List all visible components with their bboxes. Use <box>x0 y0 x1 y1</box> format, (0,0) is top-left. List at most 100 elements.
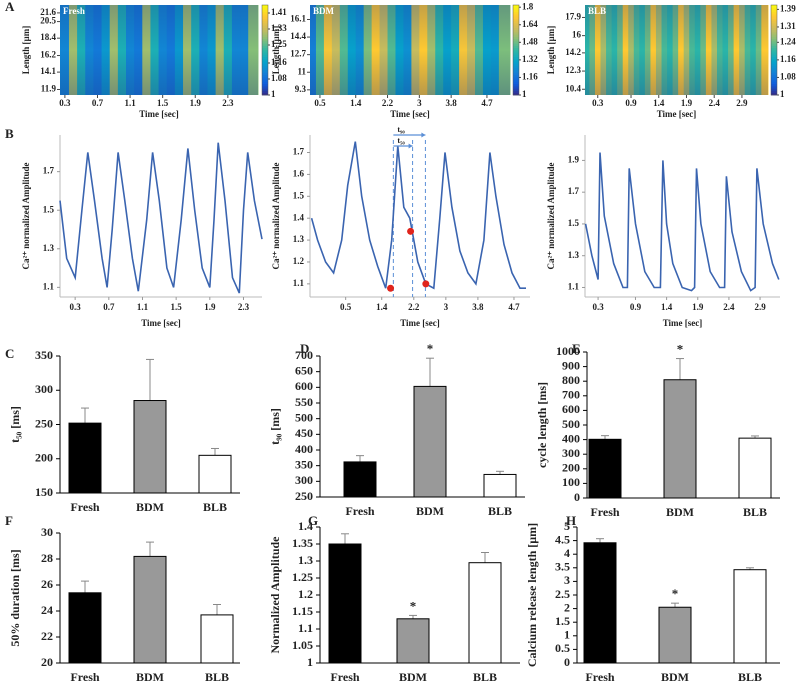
colorbar-cell <box>262 29 268 33</box>
colorbar-cell <box>513 36 519 40</box>
panel-letter: D <box>300 341 309 356</box>
x-tick-label: 0.3 <box>70 302 82 312</box>
colorbar-cell <box>262 92 268 96</box>
colorbar-cell <box>771 47 777 51</box>
colorbar-cell <box>513 20 519 24</box>
x-tick-label: 0.3 <box>59 98 71 108</box>
y-axis-title: 50% duration [ms] <box>8 549 22 646</box>
significance-mark: * <box>427 341 434 356</box>
bar <box>583 542 617 664</box>
x-tick-label: 1.5 <box>171 302 183 312</box>
colorbar-tick-label: 1.8 <box>522 1 534 11</box>
bar <box>133 400 167 494</box>
x-tick-label: BLB <box>473 670 497 683</box>
y-tick-label: 16 <box>572 30 582 40</box>
x-tick-label: 2.2 <box>408 302 420 312</box>
colorbar-tick-label: 1.24 <box>780 36 796 46</box>
colorbar-tick-label: 1.33 <box>271 23 287 33</box>
colorbar-cell <box>771 54 777 58</box>
colorbar-cell <box>513 63 519 67</box>
y-tick-label: 24 <box>41 603 53 617</box>
arrow-head <box>408 143 413 149</box>
colorbar-cell <box>262 88 268 91</box>
y-tick-label: 2.5 <box>555 587 570 601</box>
x-tick-label: 2.3 <box>238 302 250 312</box>
x-tick-label: Fresh <box>345 504 374 518</box>
y-tick-label: 250 <box>35 416 53 430</box>
colorbar-cell <box>513 68 519 71</box>
x-tick-label: 4.7 <box>481 98 493 108</box>
annotation-label: t₅₀ <box>397 136 405 145</box>
y-tick-label: 1.05 <box>292 638 313 652</box>
y-tick-label: 200 <box>562 461 580 475</box>
colorbar-cell <box>771 32 777 35</box>
colorbar-cell <box>771 83 777 87</box>
x-tick-label: 3.8 <box>446 98 458 108</box>
heatmap-label: BLB <box>588 6 606 16</box>
x-axis-title: Time [sec] <box>657 109 697 119</box>
bar <box>68 422 102 494</box>
bar <box>200 614 234 664</box>
bar <box>133 555 167 664</box>
y-tick-label: 100 <box>562 475 580 489</box>
colorbar-tick-label: 1 <box>522 89 527 99</box>
x-tick-label: BLB <box>738 670 762 683</box>
y-tick-label: 1.1 <box>43 281 55 291</box>
x-tick-label: 0.5 <box>314 98 326 108</box>
colorbar-cell <box>262 27 268 31</box>
x-tick-label: BLB <box>203 500 227 514</box>
colorbar-cell <box>262 47 268 51</box>
y-tick-label: 800 <box>562 373 580 387</box>
panel-letter: F <box>5 513 13 528</box>
colorbar-cell <box>262 41 268 44</box>
y-tick-label: 14.2 <box>565 47 581 57</box>
y-tick-label: 400 <box>562 431 580 445</box>
panel-letter: A <box>5 0 15 14</box>
y-axis-title: t₅₀ [ms] <box>8 406 22 443</box>
colorbar-cell <box>771 59 777 62</box>
y-tick-label: 200 <box>35 451 53 465</box>
colorbar-tick-label: 1.31 <box>780 21 796 31</box>
y-tick-label: 1.1 <box>568 282 580 292</box>
bar <box>738 437 772 499</box>
colorbar-cell <box>262 34 268 37</box>
x-tick-label: 1.9 <box>692 302 704 312</box>
y-axis-title: Length [µm] <box>271 26 281 74</box>
y-tick-label: 18.4 <box>40 32 56 42</box>
y-tick-label: 1.4 <box>293 212 305 222</box>
x-tick-label: 1.4 <box>350 98 362 108</box>
panel-letter: C <box>5 346 14 361</box>
bar <box>68 592 102 664</box>
y-tick-label: 550 <box>295 395 313 409</box>
colorbar-tick-label: 1 <box>271 89 276 99</box>
colorbar-cell <box>262 72 268 76</box>
y-tick-label: 1.1 <box>293 278 305 288</box>
colorbar-cell <box>771 68 777 71</box>
colorbar-cell <box>262 59 268 62</box>
colorbar-cell <box>513 92 519 96</box>
bar <box>468 562 502 664</box>
colorbar-cell <box>262 5 268 8</box>
point <box>407 227 415 235</box>
y-tick-label: 17.9 <box>565 12 581 22</box>
y-tick-label: 20 <box>41 655 53 669</box>
colorbar-tick-label: 1.08 <box>271 73 287 83</box>
colorbar-cell <box>513 9 519 13</box>
y-tick-label: 1.3 <box>293 234 305 244</box>
colorbar-cell <box>513 11 519 15</box>
colorbar-cell <box>513 59 519 62</box>
y-tick-label: 12.3 <box>565 65 581 75</box>
x-tick-label: 1.5 <box>157 98 169 108</box>
y-tick-label: 1.5 <box>568 218 580 228</box>
colorbar-cell <box>771 18 777 22</box>
bar <box>663 379 697 499</box>
colorbar-cell <box>513 74 519 78</box>
colorbar-cell <box>771 74 777 78</box>
x-tick-label: 0.3 <box>592 302 604 312</box>
y-tick-label: 1.5 <box>293 190 305 200</box>
colorbar-cell <box>513 23 519 26</box>
colorbar-cell <box>771 14 777 17</box>
panel-letter: B <box>5 126 14 141</box>
colorbar-cell <box>513 41 519 44</box>
heatmap-shade <box>310 5 510 95</box>
